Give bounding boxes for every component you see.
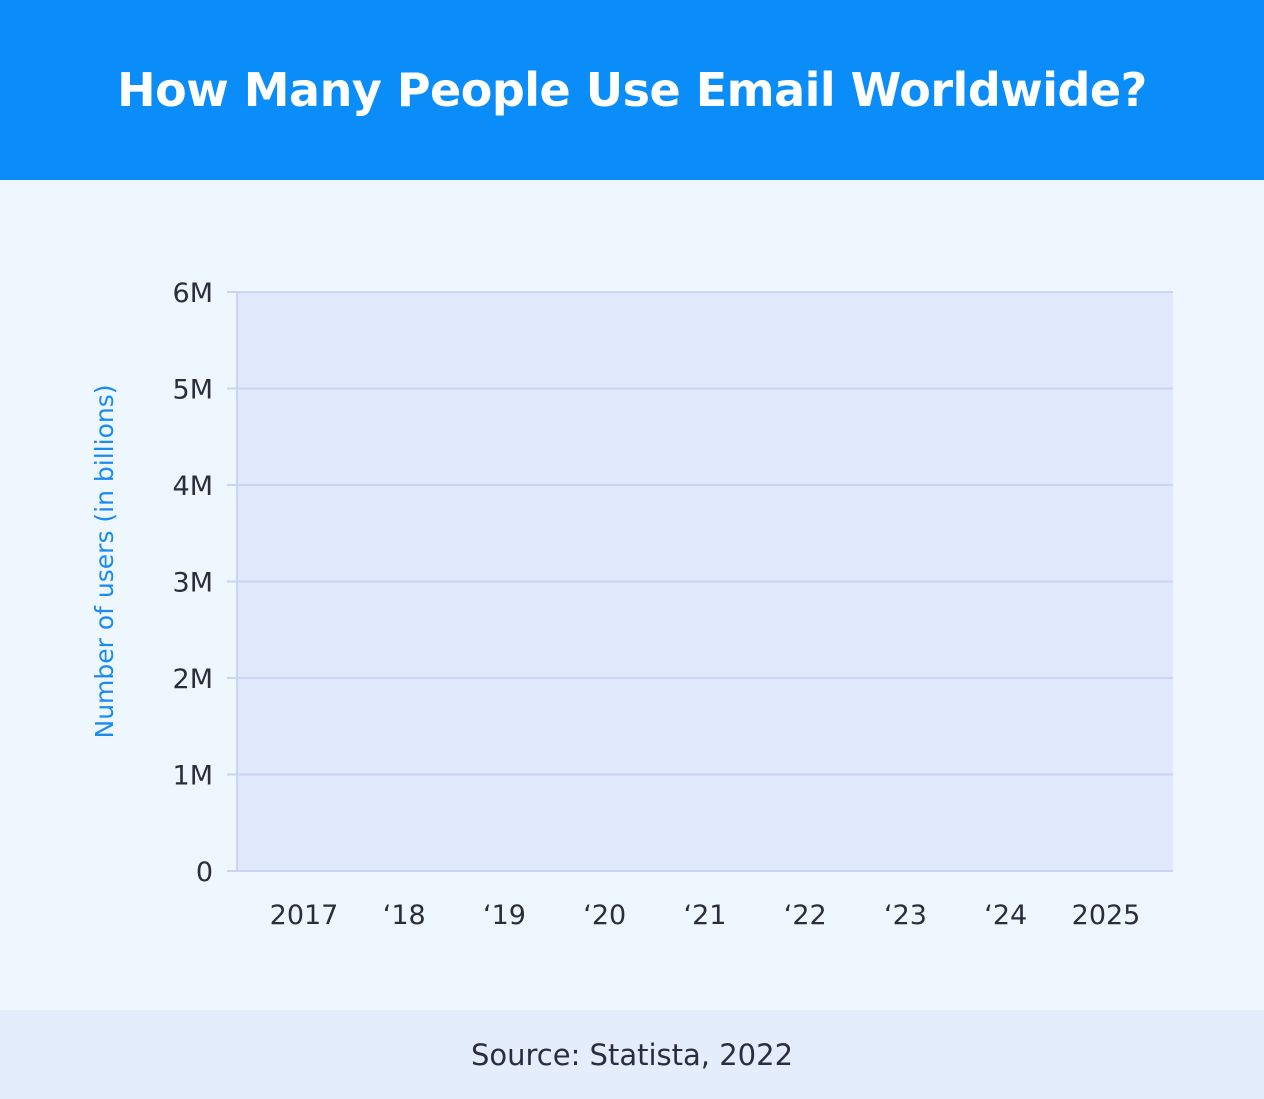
y-tick-label: 0 [196,857,213,888]
chart-title: How Many People Use Email Worldwide? [117,63,1147,117]
y-tick-label: 2M [173,664,213,695]
x-tick-label: ‘22 [784,900,827,931]
source-text: Source: Statista, 2022 [470,1037,794,1072]
title-banner: How Many People Use Email Worldwide? [0,0,1264,180]
chart-area: 0 1M 2M 3M 4M 5M 6M 2017 ‘18 ‘19 ‘20 ‘21 ‘22 ‘23 ‘24 2… [0,180,1264,1010]
gridlines [227,291,1173,872]
y-tick-label: 5M [173,375,213,406]
x-tick-labels: 2017 ‘18 ‘19 ‘20 ‘21 ‘22 ‘23 ‘24 2025 [270,900,1141,931]
y-tick-label: 4M [173,471,213,502]
source-footer: Source: Statista, 2022 [0,1010,1264,1099]
y-tick-label: 6M [173,278,213,309]
x-tick-label: ‘19 [483,900,526,931]
y-axis-label: Number of users (in billions) [90,385,119,739]
x-tick-label: ‘21 [684,900,727,931]
x-tick-label: ‘23 [884,900,927,931]
x-tick-label: ‘20 [583,900,626,931]
y-tick-label: 1M [173,761,213,792]
y-tick-label: 3M [173,568,213,599]
x-tick-label: 2017 [270,900,339,931]
x-tick-label: ‘24 [984,900,1027,931]
x-tick-label: 2025 [1072,900,1141,931]
y-tick-labels: 0 1M 2M 3M 4M 5M 6M [173,278,213,888]
x-tick-label: ‘18 [383,900,426,931]
